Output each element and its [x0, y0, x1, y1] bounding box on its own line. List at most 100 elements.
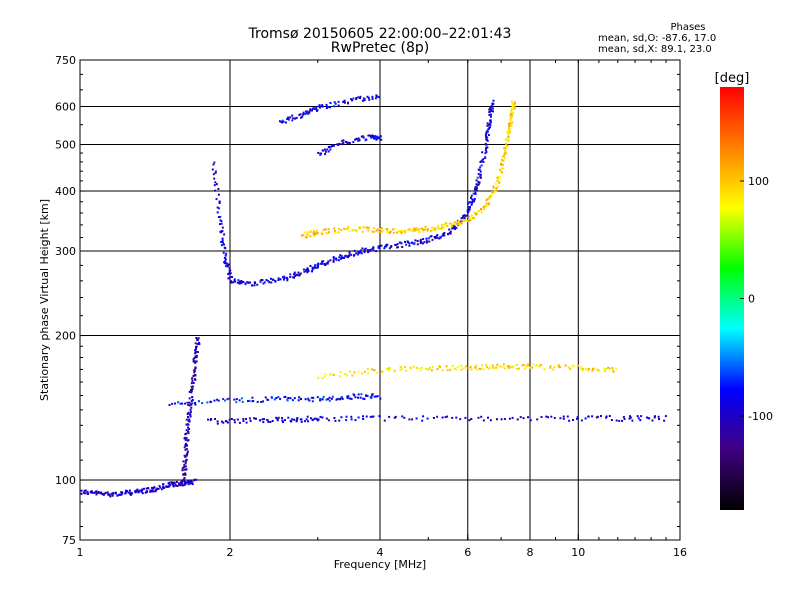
- data-point-f-x-trace: [497, 185, 500, 188]
- data-point-es-band-135: [663, 419, 666, 422]
- data-point-es-band-135: [562, 415, 565, 418]
- data-point-es-band-145: [240, 397, 243, 400]
- data-point-f-x-trace: [386, 231, 389, 234]
- data-point-f-x-trace: [378, 227, 381, 230]
- data-point-f-o-trace: [367, 249, 369, 252]
- data-point-f-x-trace: [506, 138, 509, 141]
- data-point-f-o-trace: [332, 260, 335, 263]
- data-point-f-x-trace: [324, 228, 327, 231]
- data-point-f-x-trace: [432, 229, 435, 232]
- data-point-f-x-trace: [509, 114, 512, 117]
- data-point-e-layer: [166, 485, 169, 488]
- data-point-e-vertical: [187, 404, 190, 406]
- data-point-es-band-170: [439, 366, 441, 369]
- data-point-e-vertical: [185, 423, 188, 426]
- data-point-f-x-trace: [361, 230, 364, 233]
- data-point-es-band-145: [291, 399, 294, 402]
- data-point-f-o-trace: [425, 237, 428, 240]
- data-point-es-band-135: [631, 419, 634, 422]
- data-point-es-band-135: [566, 415, 569, 418]
- data-point-multihop-upper: [314, 107, 317, 110]
- data-point-e-layer: [103, 492, 106, 495]
- data-point-es-band-135: [529, 419, 532, 422]
- data-point-f-o-trace: [419, 239, 422, 242]
- data-point-f-o-trace: [303, 270, 306, 273]
- data-point-es-band-170: [441, 369, 444, 372]
- data-point-e-vertical: [195, 350, 198, 353]
- data-point-f-x-trace: [458, 221, 461, 224]
- data-point-es-band-135: [562, 417, 565, 420]
- data-point-f-o-trace: [360, 252, 363, 255]
- data-point-es-band-145: [266, 398, 269, 401]
- data-point-f-o-trace: [254, 282, 256, 284]
- data-point-es-band-135: [527, 416, 529, 419]
- data-point-multihop-upper: [284, 121, 287, 124]
- data-point-e-layer: [176, 480, 178, 483]
- data-point-e-layer: [100, 491, 103, 494]
- data-point-f-x-trace: [508, 131, 511, 134]
- data-point-f-o-trace: [491, 107, 494, 110]
- data-point-es-band-170: [496, 363, 499, 366]
- data-point-multihop-mid: [327, 145, 330, 148]
- data-point-e-vertical: [184, 438, 187, 441]
- data-point-e-vertical: [183, 463, 186, 466]
- data-point-f-x-trace: [469, 217, 472, 220]
- data-point-multihop-mid: [375, 138, 378, 141]
- data-point-f-x-trace: [504, 151, 507, 154]
- data-point-es-band-170: [495, 366, 498, 369]
- data-point-f-o-trace: [249, 281, 251, 284]
- data-point-f-o-trace: [490, 108, 492, 111]
- data-point-e-layer: [195, 478, 198, 481]
- data-point-es-band-145: [340, 397, 343, 400]
- data-point-f-o-trace: [488, 108, 491, 111]
- data-point-e-layer: [125, 490, 128, 492]
- data-point-f-o-trace: [353, 249, 356, 252]
- data-point-f-o-trace: [467, 210, 470, 213]
- data-point-multihop-upper: [311, 109, 313, 112]
- x-tick-label: 2: [227, 546, 234, 559]
- data-point-f-o-trace: [295, 273, 298, 276]
- data-point-es-band-135: [651, 419, 654, 422]
- data-point-es-band-170: [525, 365, 528, 368]
- data-point-multihop-mid: [324, 150, 327, 153]
- data-point-e-layer: [110, 492, 113, 495]
- data-point-f-o-trace: [423, 241, 426, 244]
- data-point-f-x-trace: [362, 226, 365, 229]
- data-point-es-band-135: [480, 415, 483, 418]
- data-point-f-o-trace: [212, 163, 215, 166]
- data-point-es-band-170: [454, 368, 457, 371]
- data-point-f-x-trace: [511, 102, 514, 105]
- data-point-f-o-trace: [218, 207, 221, 210]
- data-point-es-band-135: [228, 418, 231, 421]
- data-point-es-band-135: [500, 418, 503, 421]
- data-point-es-band-145: [326, 398, 329, 401]
- data-point-es-band-135: [503, 418, 506, 420]
- data-point-f-x-trace: [415, 227, 418, 230]
- data-point-multihop-mid: [361, 135, 364, 138]
- data-point-es-band-135: [287, 416, 290, 419]
- data-point-es-band-170: [323, 375, 326, 378]
- data-point-f-o-trace: [214, 171, 217, 174]
- data-point-multihop-upper: [305, 110, 308, 113]
- data-point-e-layer: [134, 491, 137, 494]
- data-point-f-x-trace: [313, 233, 315, 236]
- data-point-f-o-trace: [305, 269, 308, 272]
- data-point-e-layer: [136, 488, 139, 491]
- data-point-e-layer: [189, 482, 192, 485]
- data-point-f-o-trace: [213, 177, 216, 180]
- data-point-e-layer: [154, 490, 157, 493]
- data-point-f-x-trace: [418, 231, 421, 233]
- y-tick-label: 100: [55, 474, 76, 487]
- data-point-es-band-135: [605, 415, 608, 418]
- data-point-f-o-trace: [228, 266, 231, 269]
- data-point-f-x-trace: [485, 202, 488, 205]
- data-point-es-band-135: [605, 416, 608, 419]
- data-point-es-band-135: [536, 418, 539, 421]
- data-point-f-o-trace: [242, 281, 245, 283]
- data-point-es-band-135: [315, 417, 318, 420]
- data-point-e-vertical: [185, 418, 188, 421]
- data-point-f-o-trace: [485, 130, 488, 133]
- data-point-es-band-135: [207, 418, 209, 421]
- data-point-es-band-135: [295, 419, 298, 422]
- data-point-f-x-trace: [471, 217, 474, 220]
